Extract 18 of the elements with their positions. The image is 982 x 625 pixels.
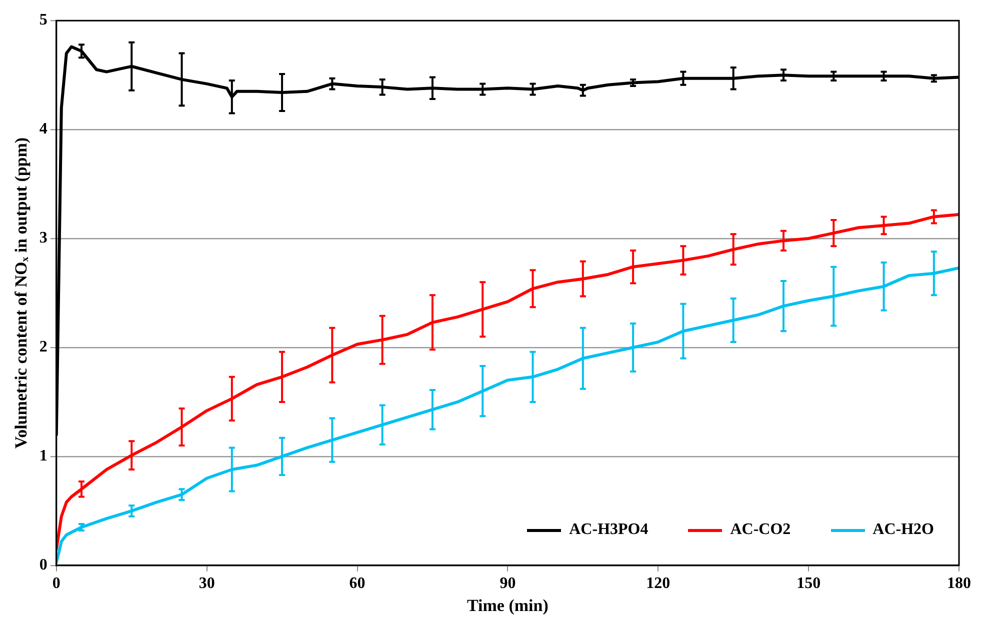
legend-label: AC-H2O [872,521,934,539]
x-tick-label: 0 [52,575,60,592]
y-tick-label: 0 [39,556,48,574]
x-tick-label: 90 [500,575,516,592]
y-tick-label: 5 [39,12,48,29]
y-axis-title: Volumetric content of NOₓ in output (ppm) [12,137,31,449]
legend-label: AC-H3PO4 [569,521,648,539]
y-tick-label: 4 [39,120,48,138]
y-tick-label: 2 [39,338,48,356]
x-tick-label: 60 [349,575,366,592]
x-tick-label: 150 [796,575,821,592]
legend-label: AC-CO2 [730,521,791,539]
x-tick-label: 120 [646,575,670,592]
x-tick-label: 180 [947,575,971,592]
y-tick-label: 3 [39,230,48,247]
y-tick-label: 1 [39,448,48,465]
x-tick-label: 30 [198,575,215,592]
x-axis-title: Time (min) [467,596,548,616]
